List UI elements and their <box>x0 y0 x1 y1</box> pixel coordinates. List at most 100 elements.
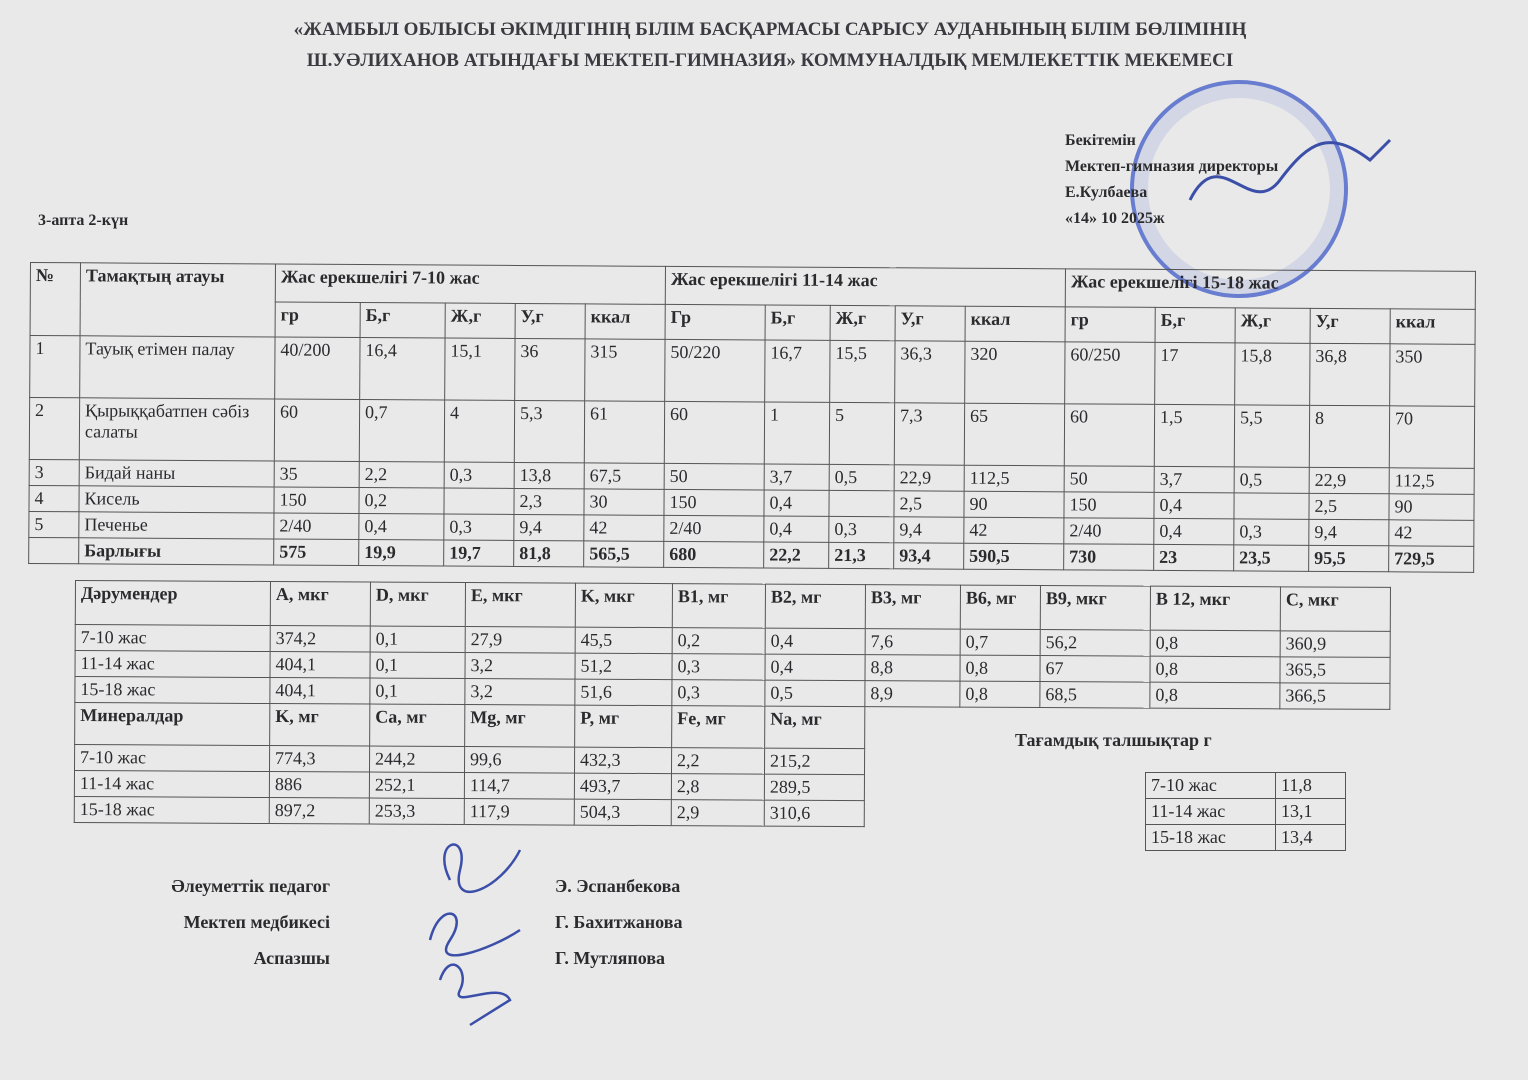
table-cell: Ж,г <box>830 305 896 341</box>
table-cell: 365,5 <box>1279 656 1391 684</box>
table-cell: № <box>30 262 81 336</box>
table-cell: 1,5 <box>1154 404 1235 467</box>
table-cell: 730 <box>1063 543 1154 571</box>
table-cell: 0,4 <box>763 515 829 543</box>
table-cell: 42 <box>1388 519 1474 547</box>
table-cell: У,г <box>1310 308 1391 344</box>
table-cell: 1 <box>29 335 81 398</box>
table-cell: D, мкг <box>370 582 466 627</box>
table-cell: 0,3 <box>1233 518 1309 546</box>
table-cell: 774,3 <box>269 745 370 773</box>
handwritten-signatures <box>428 843 522 1027</box>
table-cell <box>28 537 79 564</box>
table-cell: 404,1 <box>269 651 371 679</box>
table-cell: Тауық етімен палау <box>79 335 276 399</box>
table-cell: 90 <box>1388 493 1475 521</box>
table-cell: 4 <box>444 400 515 463</box>
table-cell: 13,4 <box>1275 824 1346 851</box>
table-cell: 0,2 <box>358 487 445 515</box>
table-row: 11-14 жас 13,1 <box>1145 798 1346 825</box>
table-cell: 0,4 <box>763 489 830 517</box>
table-cell: 9,4 <box>1308 519 1389 546</box>
table-cell: 4 <box>28 485 80 512</box>
table-cell: 0,5 <box>1234 466 1310 494</box>
table-cell: 252,1 <box>369 772 465 799</box>
table-cell: 2,2 <box>359 461 445 489</box>
table-cell: B3, мг <box>865 584 961 630</box>
table-cell: 3,2 <box>464 652 576 680</box>
table-cell: Б,г <box>360 302 446 339</box>
table-cell: 19,9 <box>358 539 444 567</box>
table-cell: 3,2 <box>464 678 575 706</box>
table-cell: 680 <box>663 541 764 568</box>
table-cell: 897,2 <box>269 797 370 825</box>
table-cell: 36 <box>514 338 586 401</box>
table-cell: 320 <box>964 341 1066 404</box>
official-stamp <box>1130 80 1348 298</box>
table-cell: 404,1 <box>269 677 370 705</box>
table-cell: 7-10 жас <box>74 744 270 772</box>
table-cell: 493,7 <box>574 773 672 800</box>
table-cell: Дәрумендер <box>75 580 271 626</box>
table-cell: 27,9 <box>465 626 576 654</box>
table-cell: 16,7 <box>764 339 831 403</box>
table-cell: 0,3 <box>828 516 894 543</box>
table-cell: 16,4 <box>359 337 446 401</box>
table-cell: 15,5 <box>829 340 896 403</box>
table-cell: 7,6 <box>865 628 961 656</box>
table-cell: 40/200 <box>274 336 361 400</box>
table-cell: 15,1 <box>444 338 516 401</box>
table-cell: 36,8 <box>1309 343 1391 406</box>
table-cell: 13,8 <box>514 462 585 489</box>
table-cell: 1 <box>764 401 830 465</box>
table-cell: 150 <box>273 486 360 514</box>
table-cell: 70 <box>1389 405 1475 469</box>
approval-block: Бекітемін Мектеп-гимназия директоры Е.Ку… <box>1065 132 1279 227</box>
table-cell: 22,9 <box>1309 467 1390 494</box>
week-day-label: 3-апта 2-күн <box>38 212 129 229</box>
table-cell: 8,8 <box>864 654 961 682</box>
table-cell: 0,1 <box>369 652 466 679</box>
table-cell: Печенье <box>78 511 274 539</box>
table-cell: гр <box>1065 306 1156 343</box>
table-cell: 93,4 <box>893 542 964 570</box>
table-cell: 60 <box>1064 403 1155 467</box>
table-cell: Тамақтың атауы <box>80 262 276 337</box>
table-cell: 11-14 жас <box>74 650 271 678</box>
table-cell: 99,6 <box>464 746 575 774</box>
table-cell: 42 <box>963 517 1064 544</box>
table-cell: 36,3 <box>894 340 966 404</box>
table-cell: 7-10 жас <box>75 624 271 652</box>
table-cell: 17 <box>1154 342 1236 405</box>
table-cell: Б,г <box>765 304 831 341</box>
table-cell: 15-18 жас <box>74 676 270 704</box>
table-cell: Барлығы <box>78 537 274 565</box>
table-cell: B6, мг <box>960 585 1041 630</box>
table-cell: 60/250 <box>1064 341 1156 405</box>
table-cell: 8 <box>1309 405 1390 468</box>
table-cell: 61 <box>584 400 665 464</box>
table-cell: 9,4 <box>513 514 584 541</box>
table-cell: 81,8 <box>513 540 584 567</box>
table-cell: 0,4 <box>1153 518 1234 545</box>
table-row: 7-10 жас 11,8 <box>1145 772 1346 799</box>
header-row: № Тамақтың атауы Жас ерекшелігі 7-10 жас Жа… <box>30 262 1476 337</box>
table-cell: 5,3 <box>514 400 585 463</box>
table-cell: 7-10 жас <box>1145 772 1276 799</box>
table-cell: Қырыққабатпен сәбіз салаты <box>79 397 275 461</box>
table-cell: 0,3 <box>671 653 766 681</box>
table-cell: 50 <box>664 463 765 490</box>
table-cell: 886 <box>269 771 370 799</box>
table-cell: 8,9 <box>864 680 960 708</box>
table-cell: 35 <box>274 460 360 488</box>
table-cell: 65 <box>964 403 1065 466</box>
table-cell: 253,3 <box>369 798 465 825</box>
table-cell: 117,9 <box>464 798 575 826</box>
table-cell: 60 <box>664 401 765 464</box>
table-cell: гр <box>275 301 361 338</box>
signature-roles: Әлеуметтік педагог Мектеп медбикесі Аспа… <box>171 876 330 968</box>
table-cell: ккал <box>585 303 666 340</box>
table-cell: 215,2 <box>764 748 865 775</box>
table-cell: 2/40 <box>273 512 359 540</box>
table-cell: 30 <box>583 488 665 516</box>
